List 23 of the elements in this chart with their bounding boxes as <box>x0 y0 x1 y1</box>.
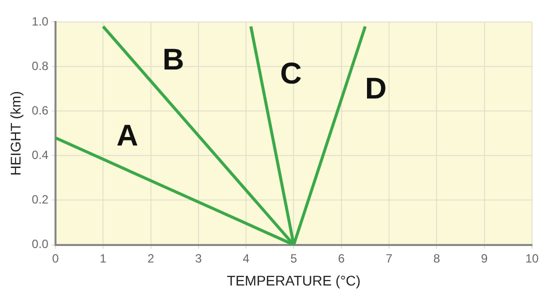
x-tick-label: 6 <box>338 251 346 266</box>
x-axis-title: TEMPERATURE (°C) <box>226 272 361 288</box>
x-tick-label: 0 <box>52 251 60 266</box>
x-tick-label: 1 <box>100 251 107 266</box>
series-label: D <box>365 72 387 106</box>
y-tick-label: 0.0 <box>32 237 49 252</box>
series-label: C <box>280 58 302 91</box>
x-tick-label: 3 <box>195 251 202 266</box>
x-tick-label: 10 <box>525 251 539 266</box>
y-tick-label: 0.2 <box>32 192 49 207</box>
y-tick-label: 0.4 <box>32 148 49 162</box>
x-tick-label: 8 <box>433 251 440 266</box>
x-tick-label: 2 <box>147 251 154 266</box>
y-tick-label: 1.0 <box>32 14 49 28</box>
x-tick-label: 5 <box>290 251 298 266</box>
y-tick-label: 0.6 <box>32 103 49 118</box>
x-tick-label: 4 <box>242 251 250 266</box>
x-tick-label: 7 <box>386 251 393 266</box>
series-label: B <box>162 44 184 77</box>
series-label: A <box>116 119 138 152</box>
y-tick-label: 0.8 <box>32 58 49 73</box>
y-axis-title: HEIGHT (km) <box>7 91 24 176</box>
x-tick-label: 9 <box>481 251 488 266</box>
